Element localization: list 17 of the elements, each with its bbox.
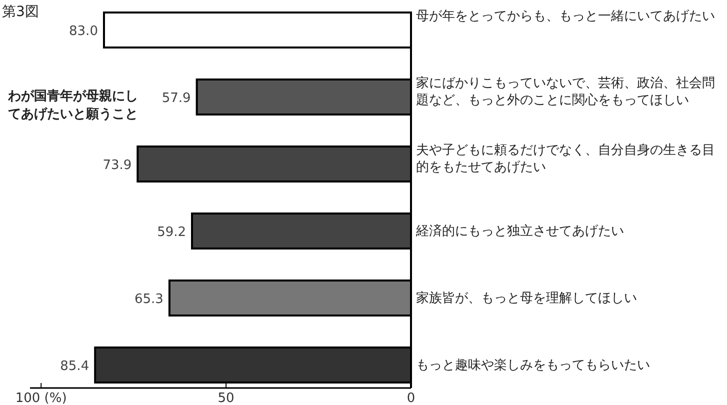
y-tick-label: 夫や子どもに頼るだけでなく、自分自身の生きる目的をもたせてあげたい [416, 142, 716, 176]
y-tick-label: 母が年をとってからも、もっと一緒にいてあげたい [416, 8, 715, 25]
data-label: 73.9 [102, 158, 132, 173]
x-tick-label: 0 [406, 391, 416, 405]
y-tick-label: 家族皆が、もっと母を理解してほしい [416, 290, 637, 306]
x-tick-label: 100 (%) [15, 391, 67, 405]
data-label: 65.3 [134, 292, 164, 307]
y-tick-label: もっと趣味や楽しみをもってもらいたい [416, 356, 650, 374]
data-label: 83.0 [69, 24, 98, 39]
text: わが国青年が母親にしてあげたいと願うこと [8, 88, 138, 124]
chart-title: 第3図 [2, 4, 39, 20]
y-tick-label: 経済的にもっと独立させてあげたい [416, 222, 624, 240]
y-tick-label: 家にばかりこもっていないで、芸術、政治、社会問題など、もっと外のことに関心をもってほしい [416, 75, 716, 109]
data-label: 59.2 [157, 225, 186, 240]
data-label: 85.4 [60, 359, 90, 374]
data-label: 57.9 [162, 91, 191, 106]
x-tick-label: 50 [218, 391, 234, 405]
